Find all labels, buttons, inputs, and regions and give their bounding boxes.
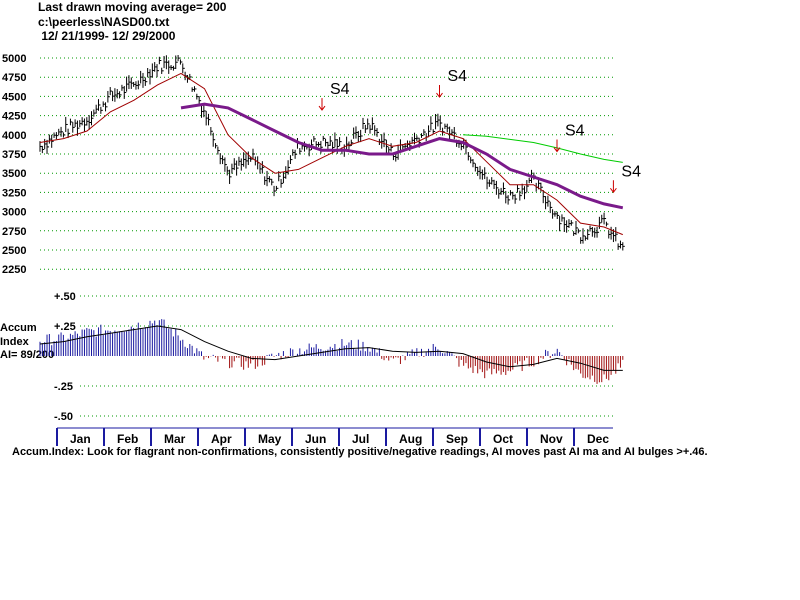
month-label: Nov [540,432,563,446]
ma-200-line [462,134,623,163]
ma-50-line [180,102,624,210]
accum-label: Accum [0,322,37,334]
month-label: Jul [352,432,369,446]
accum-tick-label: -.50 [54,411,73,423]
month-label: Sep [446,432,468,446]
price-tick-label: 3000 [2,207,26,219]
date-range: 12/ 21/1999- 12/ 29/2000 [38,29,176,43]
month-label: Jan [70,432,91,446]
price-tick-label: 4750 [2,72,26,84]
chart-area: 5000 4750 4500 4250 4000 3750 3500 3250 3000 2750… [0,53,641,446]
price-tick-label: 2500 [2,245,26,257]
month-label: Apr [211,432,232,446]
signal-label: S4 [621,163,641,180]
sell-signal-arrow [553,139,561,153]
month-label: Mar [164,432,186,446]
footer-note: Accum.Index: Look for flagrant non-confi… [12,446,708,458]
sell-signal-arrow [436,85,443,98]
month-label: May [258,432,282,446]
price-tick-label: 3750 [2,149,26,161]
price-tick-label: 3500 [2,168,26,180]
price-tick-label: 2750 [2,226,26,238]
file-path: c:\peerless\NASD00.txt [38,15,170,29]
month-label: Aug [399,432,422,446]
signal-label: S4 [565,123,585,140]
month-label: Feb [117,432,138,446]
ma-21-line [39,72,623,236]
price-tick-label: 4000 [2,130,26,142]
month-label: Dec [587,432,609,446]
signal-label: S4 [448,68,468,85]
month-label: Jun [305,432,326,446]
price-tick-label: 4500 [2,91,26,103]
sell-signal-arrow [318,98,326,111]
month-label: Oct [493,432,513,446]
price-tick-label: 5000 [2,53,26,65]
price-tick-label: 4250 [2,111,26,123]
accum-tick-label: +.50 [54,291,76,303]
price-tick-label: 3250 [2,187,26,199]
sell-signal-arrow [610,180,617,194]
signal-label: S4 [330,81,350,98]
chart-title: Last drawn moving average= 200 [38,0,227,14]
accum-ma-line [39,325,623,371]
accum-tick-label: +.25 [54,321,76,333]
accum-label: Index [0,336,30,348]
accum-ai-value: AI= 89/200 [0,349,54,361]
accum-tick-label: -.25 [54,381,73,393]
price-tick-label: 2250 [2,264,26,276]
